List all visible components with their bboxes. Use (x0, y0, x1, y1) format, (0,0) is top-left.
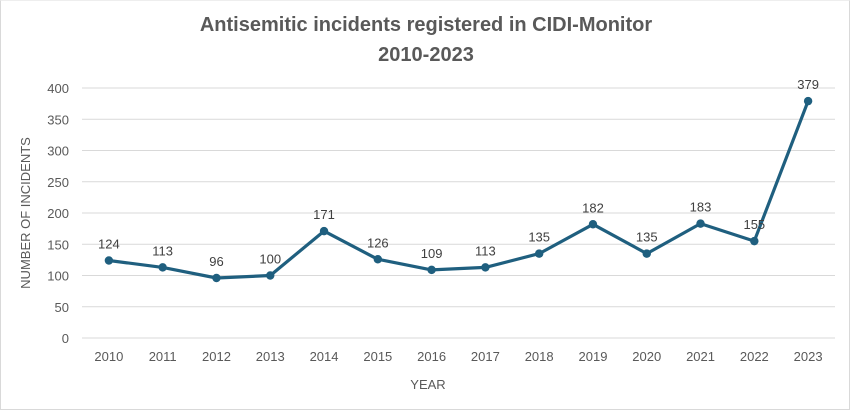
y-tick-label: 200 (47, 206, 69, 221)
data-point (750, 236, 759, 246)
y-tick-label: 300 (47, 144, 69, 159)
x-tick-label: 2020 (632, 349, 661, 364)
y-tick-label: 100 (47, 269, 69, 284)
data-label: 124 (98, 237, 120, 252)
x-tick-label: 2014 (310, 349, 339, 364)
data-label: 113 (475, 243, 496, 258)
chart-subtitle: 2010-2023 (378, 44, 474, 66)
data-point (266, 271, 275, 280)
data-point (534, 249, 544, 258)
data-label: 96 (209, 254, 223, 269)
series-line (107, 99, 810, 280)
x-tick-label: 2022 (740, 349, 769, 364)
data-label: 135 (528, 230, 550, 245)
x-tick-label: 2019 (579, 349, 608, 364)
data-point (319, 226, 329, 236)
data-point (373, 255, 383, 264)
x-tick-label: 2017 (471, 349, 500, 364)
x-tick-label: 2016 (417, 349, 446, 364)
data-label: 126 (367, 235, 389, 250)
x-tick-label: 2011 (149, 349, 177, 364)
y-axis-label: NUMBER OF INCIDENTS (18, 137, 33, 289)
data-label: 171 (313, 207, 335, 222)
y-tick-label: 400 (47, 81, 69, 96)
x-tick-label: 2018 (525, 349, 554, 364)
y-tick-label: 150 (47, 237, 69, 252)
data-label: 100 (259, 252, 281, 267)
y-tick-label: 0 (62, 331, 69, 346)
series-lines (107, 99, 810, 280)
x-axis-label: YEAR (410, 377, 445, 392)
x-tick-label: 2012 (202, 349, 231, 364)
data-point (427, 265, 436, 275)
y-tick-label: 350 (47, 112, 69, 127)
x-tick-labels: 2010 2011 2012 2013 2014 2015 2016 2017 2018 2019… (94, 349, 822, 364)
data-point (588, 220, 598, 229)
data-point (158, 263, 167, 272)
data-label: 135 (636, 230, 658, 245)
data-point (481, 263, 490, 272)
x-tick-label: 2023 (794, 349, 823, 364)
data-points (104, 96, 813, 283)
data-label: 113 (152, 243, 173, 258)
data-point (212, 273, 221, 283)
x-tick-label: 2021 (686, 349, 715, 364)
data-label: 109 (421, 246, 443, 261)
data-label: 182 (582, 200, 604, 215)
y-tick-label: 50 (55, 300, 69, 315)
x-tick-label: 2013 (256, 349, 285, 364)
x-tick-label: 2010 (94, 349, 123, 364)
data-point (803, 96, 813, 106)
data-point (642, 249, 651, 258)
data-label: 155 (743, 217, 765, 232)
data-label: 183 (690, 200, 712, 215)
y-tick-label: 250 (47, 175, 69, 190)
y-tick-labels: 0 50 100 150 200 250 300 350 400 (47, 81, 69, 346)
data-labels: 124 113 96 100 171 126 109 113 135 182 135 183 155 37… (98, 77, 819, 269)
gridlines (82, 87, 835, 339)
data-point (104, 256, 114, 265)
chart-title: Antisemitic incidents registered in CIDI… (199, 14, 653, 36)
x-tick-label: 2015 (363, 349, 392, 364)
data-label: 379 (797, 77, 819, 92)
data-point (696, 219, 705, 228)
